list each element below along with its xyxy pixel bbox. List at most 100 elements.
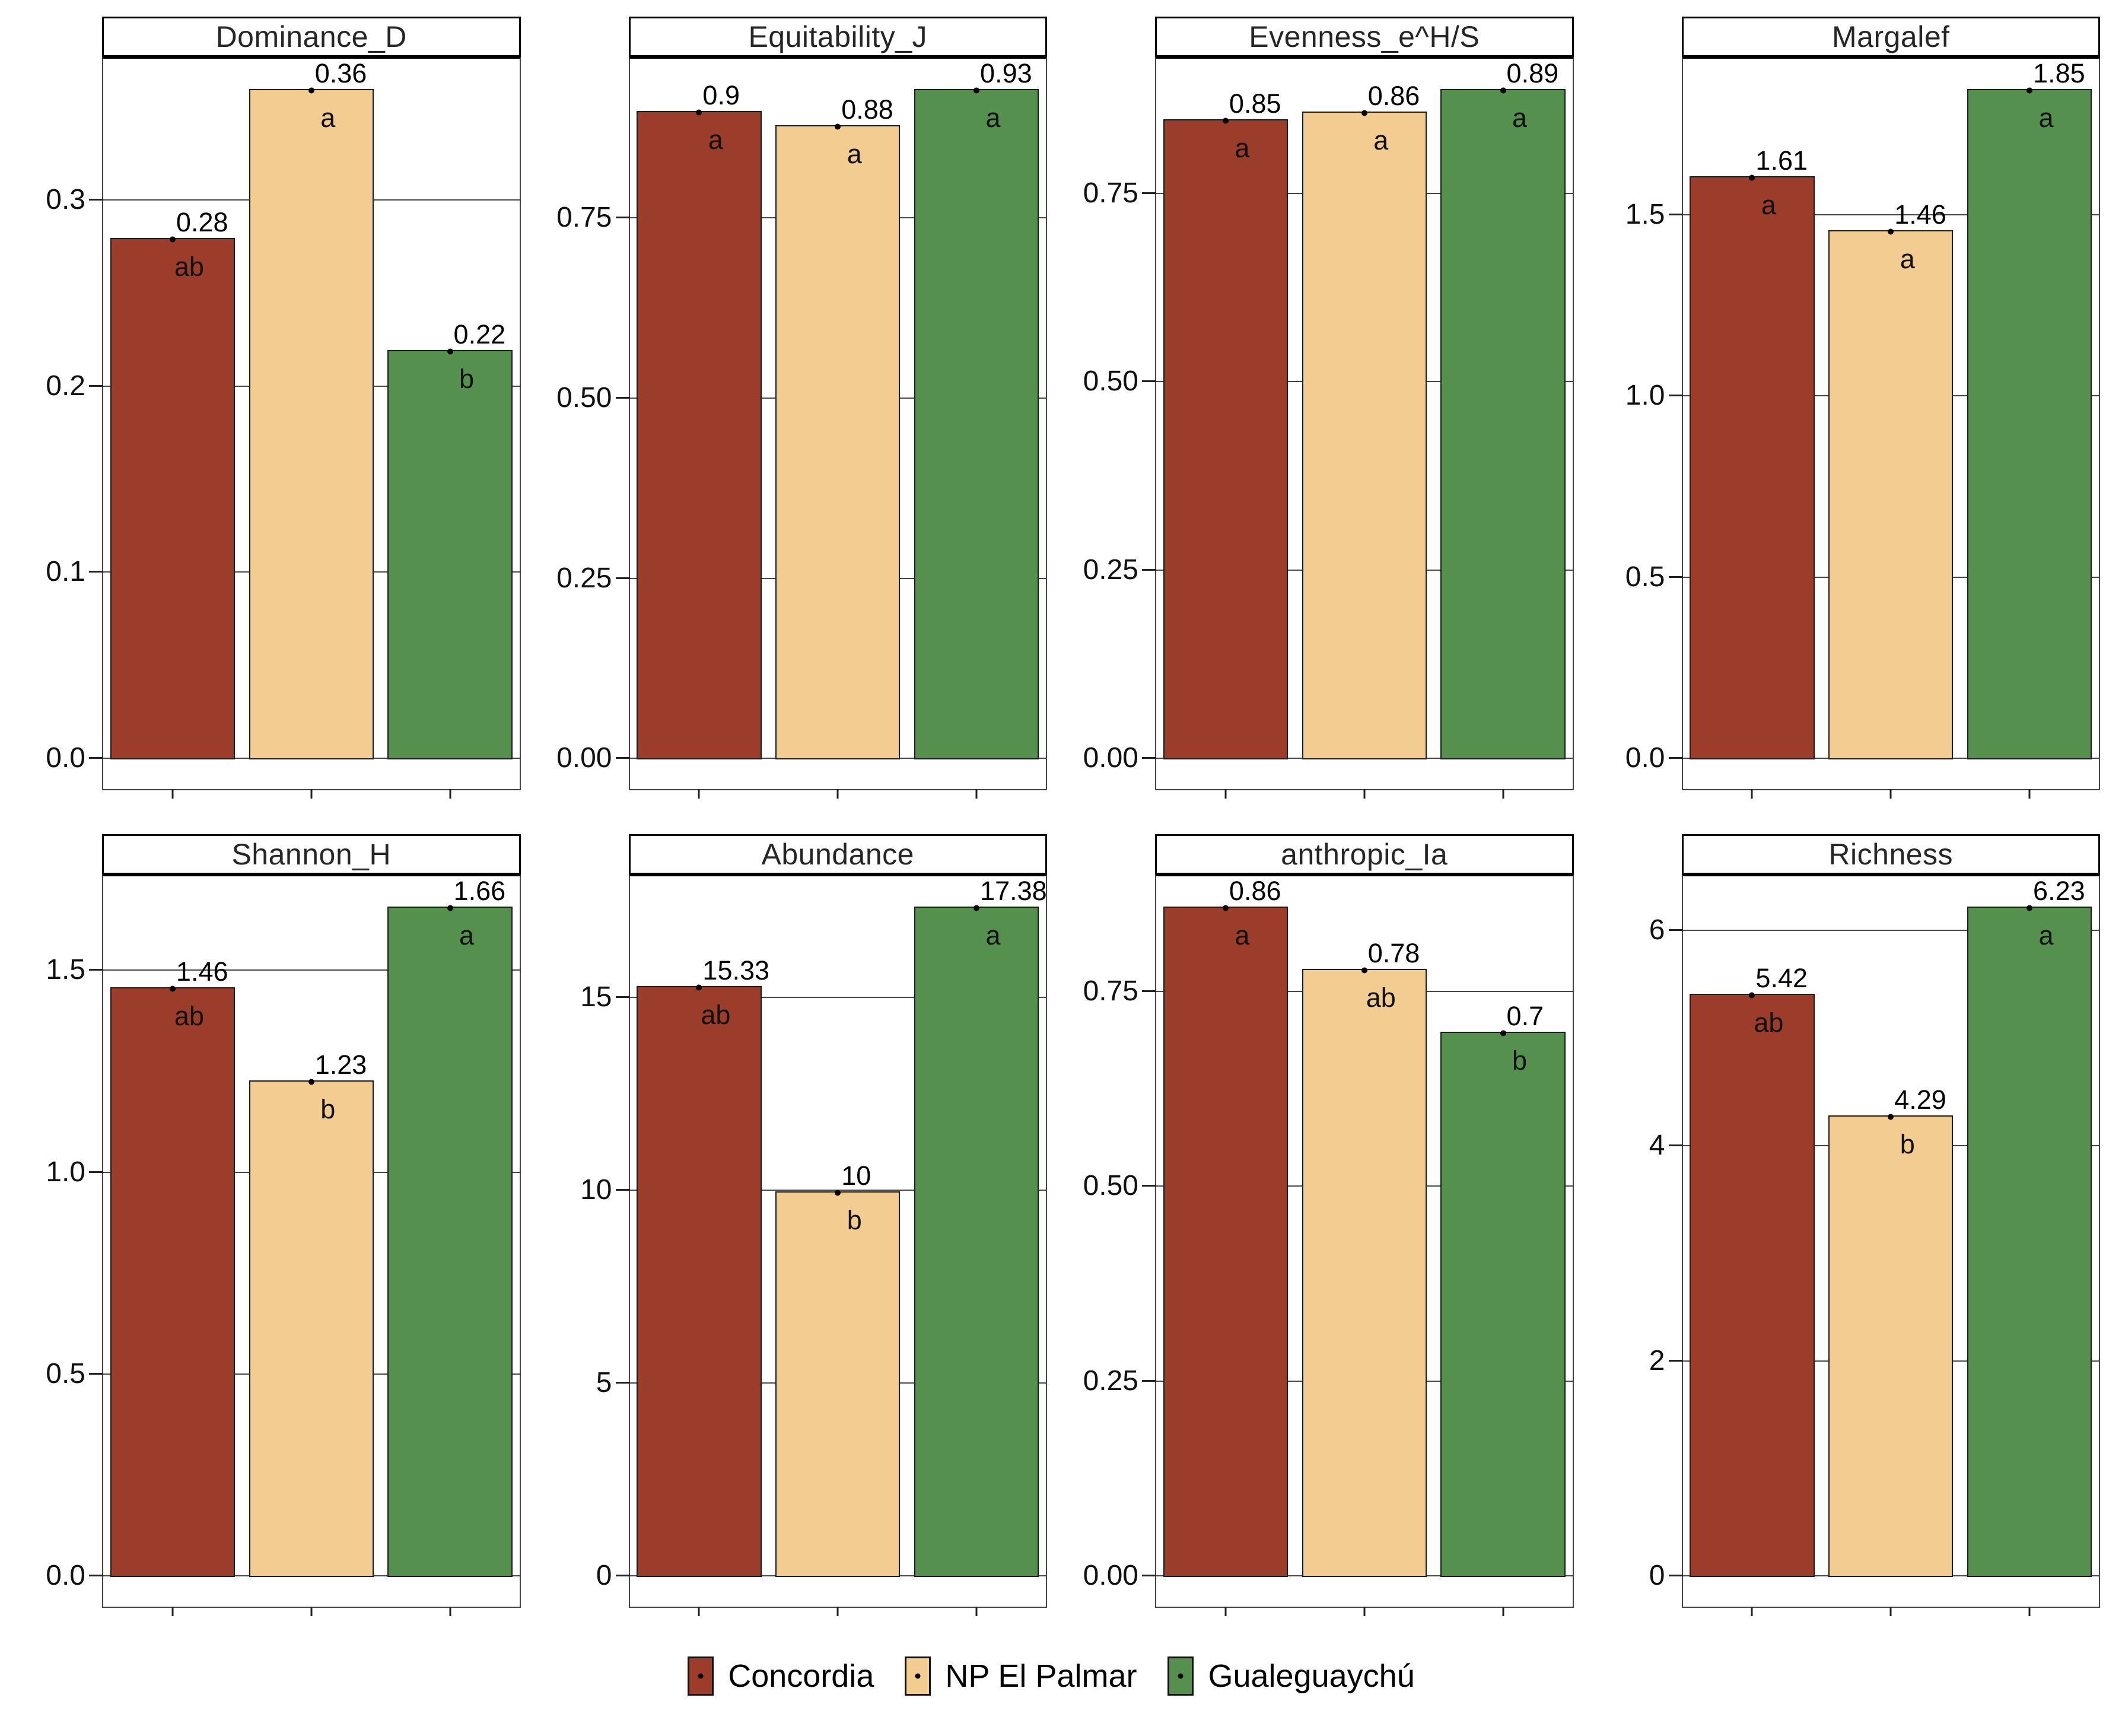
significance-letter: a [1761,189,1776,220]
plot-panel: 0.00 0.25 0.50 0.75 0.86 a 0.78 ab 0.7 b [1083,874,1574,1616]
y-tick-mark [615,216,630,218]
x-tick-mark [2028,789,2031,799]
point-marker [1749,992,1755,999]
bar-gualeguaych-: 6.23 a [1967,877,2092,1578]
chart-main: Richness 0 2 4 6 5.42 ab 4.29 b 6.23 a [1649,834,2100,1616]
legend-label: Gualeguaychú [1208,1658,1415,1694]
significance-letter: b [459,363,475,394]
bar-concordia: 5.42 ab [1690,965,1815,1578]
x-tick-mark [1889,1607,1892,1616]
bar-value-label: 0.28 [176,207,228,238]
point-marker [169,236,176,243]
plot-panel: 0.0 0.5 1.0 1.5 1.61 a 1.46 a 1.85 a [1625,56,2100,799]
significance-letter: a [2038,920,2054,951]
significance-letter: a [847,139,862,170]
x-tick-mark [1502,1607,1504,1616]
bar-value-label: 1.23 [314,1049,367,1080]
gridline [1682,929,2099,931]
point-marker [447,905,453,911]
significance-letter: ab [174,252,204,282]
bar-concordia: 15.33 ab [637,957,769,1578]
y-tick-label: 1.0 [1625,380,1665,412]
bar-value-label: 0.86 [1229,876,1281,907]
x-tick-mark [1363,1607,1366,1616]
x-tick-mark [1751,1607,1753,1616]
facet-chart-shannon-h: Shannon_H 0.0 0.5 1.0 1.5 1.46 ab 1.23 b 1.66 a [2,834,521,1616]
y-tick-mark [89,1372,103,1375]
point-marker [1749,174,1755,181]
y-tick-label: 0.5 [1625,561,1665,593]
point-marker [1888,228,1894,235]
facet-chart-evenness-e-h-s: Evenness_e^H/S 0.00 0.25 0.50 0.75 0.85 a 0.86 a… [1055,17,1574,799]
legend-swatch [1167,1656,1194,1696]
legend-point-marker [915,1673,921,1679]
bar-gualeguaych-: 0.89 a [1440,60,1566,760]
legend-point-marker [1178,1673,1184,1679]
bar-concordia: 1.61 a [1690,147,1815,760]
bar-value-label: 1.61 [1755,145,1808,176]
y-tick-mark [1142,1185,1156,1187]
bar-value-label: 0.89 [1506,58,1559,89]
bar-value-label: 15.33 [702,955,770,985]
point-marker [974,87,980,94]
y-tick-label: 0.50 [556,381,612,414]
y-tick-label: 6 [1649,914,1665,946]
plot-panel: 0.0 0.5 1.0 1.5 1.46 ab 1.23 b 1.66 a [46,874,521,1616]
significance-letter: b [847,1205,862,1236]
significance-letter: a [320,103,336,133]
facet-chart-abundance: Abundance 0 5 10 15 15.33 ab 10 b 17.38 a [529,834,1047,1616]
bar-value-label: 1.46 [1894,199,1946,230]
facet-strip-title: Evenness_e^H/S [1155,17,1574,57]
bar-value-label: 4.29 [1894,1085,1946,1115]
y-tick-mark [615,996,630,998]
y-tick-mark [1668,1144,1683,1146]
y-tick-label: 1.5 [1625,199,1665,231]
plot-panel: 0.0 0.1 0.2 0.3 0.28 ab 0.36 a 0.22 b [46,56,521,799]
y-tick-mark [1142,568,1156,571]
y-tick-mark [89,1575,103,1577]
significance-letter: a [708,124,723,155]
y-tick-mark [1142,1575,1156,1577]
bar-np-el-palmar: 0.88 a [775,96,901,760]
x-tick-mark [698,789,700,799]
bar-gualeguaych-: 0.7 b [1440,1003,1566,1578]
y-tick-mark [1142,757,1156,759]
significance-letter: a [1235,920,1250,951]
y-tick-mark [1142,192,1156,195]
point-marker [1500,87,1506,94]
bar-value-label: 1.46 [176,956,228,987]
bar-concordia: 0.86 a [1163,877,1289,1578]
facet-strip-title: Richness [1681,834,2100,875]
x-tick-mark [171,1607,174,1616]
x-tick-mark [975,789,978,799]
y-tick-label: 0.50 [1083,365,1138,398]
x-tick-mark [171,789,174,799]
x-tick-mark [836,1607,839,1616]
significance-letter: ab [1366,983,1396,1013]
point-marker [1222,905,1229,911]
facet-strip-title: Dominance_D [102,17,521,57]
y-tick-mark [1142,990,1156,992]
chart-main: Dominance_D 0.0 0.1 0.2 0.3 0.28 ab 0.36 a 0.22 b [46,17,521,799]
point-marker [2027,87,2033,94]
bar-gualeguaych-: 17.38 a [914,877,1047,1578]
facet-chart-dominance-d: Dominance_D 0.0 0.1 0.2 0.3 0.28 ab 0.36 a 0.22 b [2,17,521,799]
bar-np-el-palmar: 0.86 a [1302,82,1427,760]
point-marker [169,985,176,992]
y-tick-mark [89,198,103,201]
bar-np-el-palmar: 1.46 a [1828,201,1954,760]
x-tick-mark [1224,1607,1227,1616]
legend-swatch [688,1656,714,1696]
x-tick-mark [2028,1607,2031,1616]
point-marker [1888,1114,1894,1120]
legend-swatch [905,1656,931,1696]
point-marker [696,984,702,991]
bar-concordia: 0.28 ab [110,209,236,760]
chart-main: Shannon_H 0.0 0.5 1.0 1.5 1.46 ab 1.23 b 1.66 a [46,834,521,1616]
bar-value-label: 0.9 [702,80,740,110]
y-tick-label: 0.75 [1083,975,1138,1007]
bar-np-el-palmar: 0.36 a [249,60,374,760]
point-marker [308,1079,314,1085]
y-tick-label: 0.5 [46,1357,85,1390]
significance-letter: a [2038,103,2054,133]
